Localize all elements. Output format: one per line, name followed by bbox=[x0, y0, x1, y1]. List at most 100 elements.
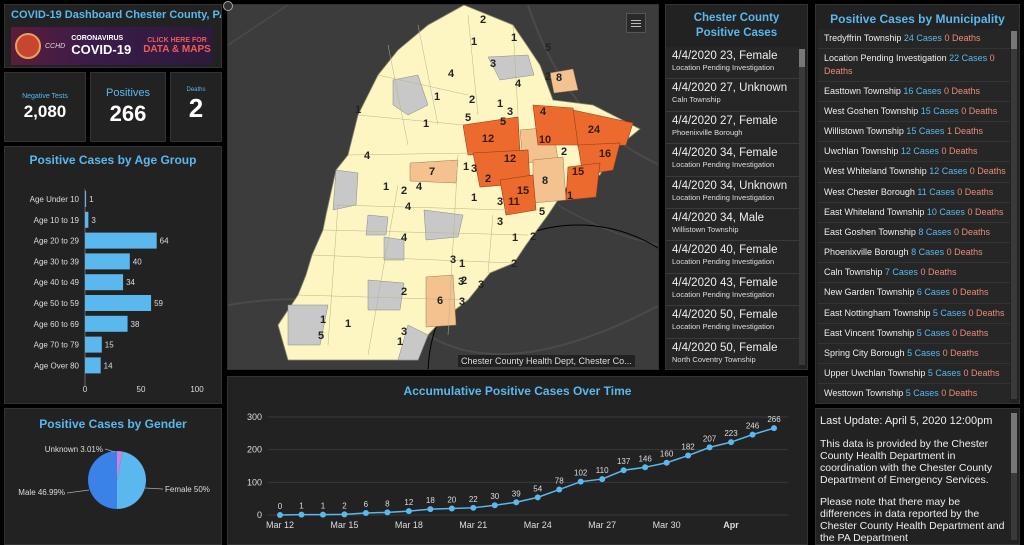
feed-item[interactable]: 4/4/2020 43, Female Location Pending Inve… bbox=[666, 273, 799, 307]
age-bar[interactable] bbox=[85, 315, 128, 332]
municipality-item[interactable]: Tredyffrin Township 24 Cases 0 Deaths bbox=[818, 29, 1010, 50]
map-region-high[interactable] bbox=[499, 174, 537, 216]
gender-slice[interactable] bbox=[117, 451, 123, 480]
feed-scrollbar[interactable] bbox=[799, 49, 805, 365]
feed-item-main: 4/4/2020 50, Female bbox=[672, 309, 778, 322]
gender-slice[interactable] bbox=[117, 451, 146, 509]
covid-banner-link[interactable]: CCHD CORONAVIRUS COVID-19 CLICK HERE FOR… bbox=[11, 27, 213, 65]
time-point[interactable] bbox=[749, 431, 756, 438]
feed-item[interactable]: 4/4/2020 40, Female Location Pending Inve… bbox=[666, 241, 799, 274]
age-bar[interactable] bbox=[85, 336, 102, 353]
map-region-no-data[interactable] bbox=[367, 279, 405, 311]
municipality-item[interactable]: Westtown Township 5 Cases 0 Deaths bbox=[818, 384, 1010, 403]
map-case-count: 12 bbox=[504, 153, 516, 165]
map-case-count: 3 bbox=[401, 326, 407, 338]
cases-feed-list[interactable]: 4/4/2020 23, Female Location Pending Inve… bbox=[666, 47, 799, 369]
municipality-item[interactable]: Upper Uwchlan Township 5 Cases 0 Deaths bbox=[818, 364, 1010, 385]
municipality-item[interactable]: Caln Township 7 Cases 0 Deaths bbox=[818, 263, 1010, 284]
time-point[interactable] bbox=[663, 459, 670, 466]
feed-item[interactable]: 4/4/2020 34, Male Willistown Township bbox=[666, 208, 799, 242]
municipality-item[interactable]: East Whiteland Township 10 Cases 0 Death… bbox=[818, 202, 1010, 223]
time-point[interactable] bbox=[556, 486, 563, 493]
feed-item-location: Location Pending Investigation bbox=[672, 257, 775, 267]
age-bar[interactable] bbox=[85, 357, 101, 374]
municipality-list[interactable]: Tredyffrin Township 24 Cases 0 Deaths Loc… bbox=[818, 29, 1010, 403]
municipality-item[interactable]: Location Pending Investigation 22 Cases … bbox=[818, 49, 1010, 82]
map-region-no-data[interactable] bbox=[365, 214, 389, 236]
municipality-item[interactable]: West Chester Borough 11 Cases 0 Deaths bbox=[818, 182, 1010, 203]
time-point[interactable] bbox=[642, 464, 649, 471]
map-region-no-data[interactable] bbox=[287, 304, 329, 346]
feed-item[interactable]: 4/4/2020 34, Unknown Location Pending Inv… bbox=[666, 176, 799, 209]
municipality-item[interactable]: East Nottingham Township 5 Cases 0 Death… bbox=[818, 303, 1010, 324]
gender-slice[interactable] bbox=[88, 451, 117, 509]
time-point[interactable] bbox=[599, 476, 606, 483]
time-point[interactable] bbox=[448, 505, 455, 512]
map-region-high[interactable] bbox=[532, 104, 579, 146]
municipality-item[interactable]: Easttown Township 16 Cases 0 Deaths bbox=[818, 81, 1010, 102]
map-move-handle-icon[interactable] bbox=[223, 1, 233, 11]
municipality-item[interactable]: Uwchlan Township 12 Cases 0 Deaths bbox=[818, 142, 1010, 163]
time-point[interactable] bbox=[706, 444, 713, 451]
age-bar[interactable] bbox=[85, 274, 124, 291]
map-panel[interactable]: 2 1 1 5 3 4 1 2 8 4 4 2 1 5 3 4 1 5 12 10 24 12 2 16 4 1 7 3 1 1 15 8 15… bbox=[227, 4, 659, 370]
age-bar[interactable] bbox=[85, 295, 152, 311]
time-point[interactable] bbox=[491, 502, 498, 509]
time-point[interactable] bbox=[620, 467, 627, 474]
time-point[interactable] bbox=[470, 504, 477, 511]
map-region-mid[interactable] bbox=[425, 274, 457, 328]
time-point[interactable] bbox=[534, 494, 541, 501]
list-icon[interactable] bbox=[626, 13, 646, 33]
map-region-no-data[interactable] bbox=[423, 209, 464, 241]
age-bar[interactable] bbox=[85, 211, 89, 228]
municipality-item[interactable]: East Vincent Township 5 Cases 0 Deaths bbox=[818, 323, 1010, 345]
time-point[interactable] bbox=[427, 506, 434, 513]
municipality-item[interactable]: New Garden Township 6 Cases 0 Deaths bbox=[818, 283, 1010, 304]
municipality-item[interactable]: East Goshen Township 8 Cases 0 Deaths bbox=[818, 222, 1010, 244]
time-point[interactable] bbox=[341, 511, 348, 518]
time-point[interactable] bbox=[298, 511, 305, 518]
map-region-no-data[interactable] bbox=[332, 169, 359, 211]
municipality-item[interactable]: West Whiteland Township 12 Cases 0 Death… bbox=[818, 162, 1010, 183]
map-region-no-data[interactable] bbox=[397, 324, 429, 361]
time-point[interactable] bbox=[577, 478, 584, 485]
time-point[interactable] bbox=[384, 509, 391, 516]
map-region-high[interactable] bbox=[565, 162, 601, 201]
feed-item[interactable]: 4/4/2020 27, Female Phoenixville Borough bbox=[666, 111, 799, 145]
age-bar[interactable] bbox=[85, 253, 130, 270]
county-seal-icon bbox=[15, 33, 41, 59]
municipality-item[interactable]: Phoenixville Borough 8 Cases 0 Deaths bbox=[818, 243, 1010, 264]
banner-line1: CORONAVIRUS bbox=[71, 35, 124, 42]
time-point[interactable] bbox=[362, 510, 369, 517]
cchd-logo-text: CCHD bbox=[45, 42, 66, 50]
municipality-scrollbar[interactable] bbox=[1011, 31, 1017, 399]
feed-item[interactable]: 4/4/2020 23, Female Location Pending Inve… bbox=[666, 47, 799, 80]
feed-item[interactable]: 4/4/2020 50, Female Location Pending Inve… bbox=[666, 306, 799, 339]
time-y-tick: 0 bbox=[257, 510, 262, 520]
time-point[interactable] bbox=[771, 425, 777, 432]
municipality-name: Uwchlan Township bbox=[824, 146, 899, 157]
feed-item[interactable]: 4/4/2020 34, Female Location Pending Inve… bbox=[666, 144, 799, 177]
feed-item[interactable]: 4/4/2020 50, Female North Coventry Townsh… bbox=[666, 338, 799, 369]
time-point[interactable] bbox=[685, 452, 692, 459]
time-point[interactable] bbox=[513, 499, 520, 506]
time-point[interactable] bbox=[319, 511, 326, 518]
map-region-no-data[interactable] bbox=[383, 236, 405, 261]
map-region-mid[interactable] bbox=[549, 68, 579, 94]
time-point[interactable] bbox=[728, 439, 735, 446]
age-bar[interactable] bbox=[85, 191, 87, 207]
map-region-no-data[interactable] bbox=[392, 74, 429, 116]
municipality-item[interactable]: Willistown Township 15 Cases 1 Deaths bbox=[818, 121, 1010, 143]
map-region-mid[interactable] bbox=[532, 156, 567, 204]
map-region-mid[interactable] bbox=[409, 159, 459, 184]
municipality-item[interactable]: West Goshen Township 15 Cases 0 Deaths bbox=[818, 101, 1010, 122]
positives-label: Positives bbox=[105, 87, 151, 99]
feed-item[interactable]: 4/4/2020 27, Unknown Caln Township bbox=[666, 79, 799, 112]
time-point[interactable] bbox=[405, 508, 412, 515]
time-point[interactable] bbox=[277, 512, 283, 518]
age-bar[interactable] bbox=[85, 232, 157, 249]
municipality-item[interactable]: Spring City Borough 5 Cases 0 Deaths bbox=[818, 344, 1010, 365]
age-x-tick: 100 bbox=[190, 385, 204, 394]
info-scrollbar[interactable] bbox=[1011, 413, 1017, 540]
